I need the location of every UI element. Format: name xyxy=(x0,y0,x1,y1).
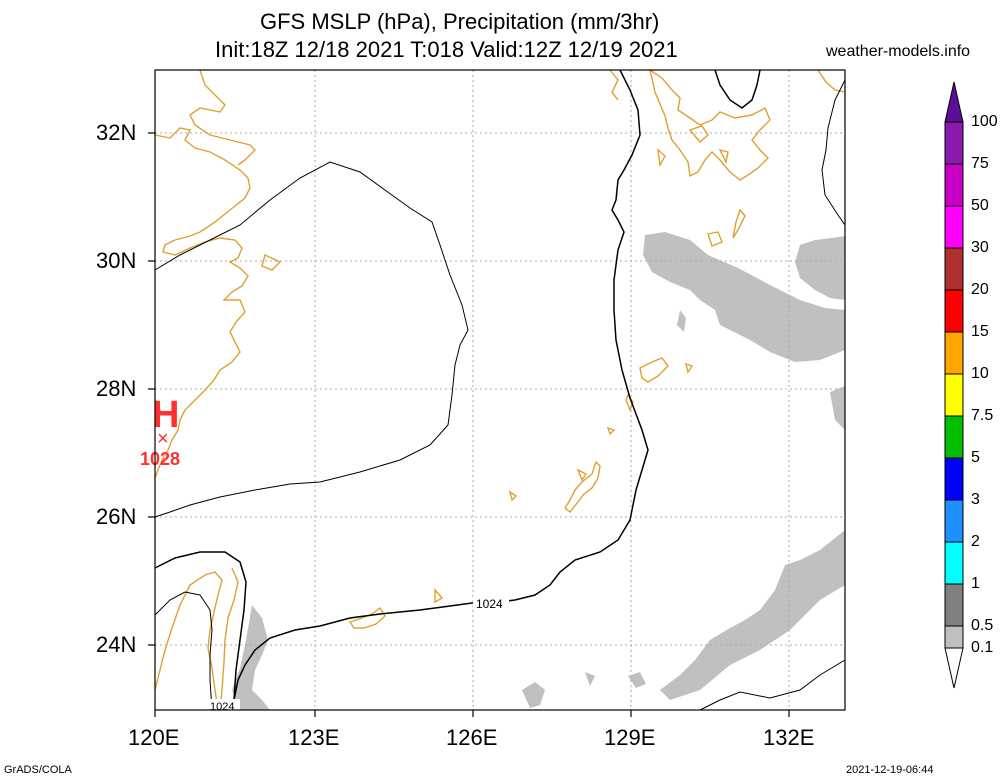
lat-label-26n: 26N xyxy=(96,504,137,529)
lat-label-30n: 30N xyxy=(96,248,137,273)
chart-title-line2: Init:18Z 12/18 2021 T:018 Valid:12Z 12/1… xyxy=(215,37,678,62)
colorbar-label-50: 50 xyxy=(971,197,989,214)
colorbar-swatch-15 xyxy=(944,289,964,333)
lat-label-28n: 28N xyxy=(96,376,137,401)
lon-label-126e: 126E xyxy=(446,725,498,750)
isobar-label-1024-main: 1024 xyxy=(476,597,503,611)
isobar-label-1024-lower: 1024 xyxy=(210,701,234,713)
high-center-cross-icon: × xyxy=(157,428,169,450)
chart-title-line1: GFS MSLP (hPa), Precipitation (mm/3hr) xyxy=(260,9,660,34)
colorbar-swatch-1 xyxy=(944,541,964,585)
colorbar-label-5: 5 xyxy=(971,449,980,466)
isobars xyxy=(154,69,846,711)
colorbar-label-0-5: 0.5 xyxy=(971,617,994,634)
colorbar-label-2: 2 xyxy=(971,533,980,550)
site-watermark: weather-models.info xyxy=(826,43,971,60)
lat-label-24n: 24N xyxy=(96,632,137,657)
high-pressure-symbol: H xyxy=(152,394,179,436)
colorbar-label-100: 100 xyxy=(971,113,998,130)
colorbar-label-3: 3 xyxy=(971,491,980,508)
lon-label-132e: 132E xyxy=(763,725,815,750)
lon-label-129e: 129E xyxy=(604,725,656,750)
colorbar-top-arrow xyxy=(944,81,964,123)
colorbar-swatch-50 xyxy=(944,163,964,207)
colorbar-swatch-20 xyxy=(944,247,964,291)
colorbar-swatch-0-1 xyxy=(944,625,964,649)
colorbar-label-10: 10 xyxy=(971,365,989,382)
graticule xyxy=(155,70,845,710)
colorbar-label-7-5: 7.5 xyxy=(971,407,994,424)
lon-label-120e: 120E xyxy=(128,725,180,750)
colorbar-bottom-arrow xyxy=(944,647,964,689)
colorbar-swatch-75 xyxy=(944,121,964,165)
colorbar-swatch-5 xyxy=(944,415,964,459)
colorbar-label-30: 30 xyxy=(971,239,989,256)
axis-ticks xyxy=(148,132,790,717)
colorbar-label-75: 75 xyxy=(971,155,989,172)
colorbar-label-15: 15 xyxy=(971,323,989,340)
high-pressure-value: 1028 xyxy=(140,449,180,469)
colorbar-swatch-30 xyxy=(944,205,964,249)
colorbar-swatch-2 xyxy=(944,499,964,543)
precip-areas xyxy=(232,232,845,710)
colorbar-swatch-7-5 xyxy=(944,373,964,417)
map-frame xyxy=(154,69,846,711)
colorbar-swatch-0-5 xyxy=(944,583,964,627)
colorbar-label-20: 20 xyxy=(971,281,989,298)
colorbar-label-0-1: 0.1 xyxy=(971,639,994,656)
lon-label-123e: 123E xyxy=(288,725,340,750)
colorbar-swatch-10 xyxy=(944,331,964,375)
colorbar xyxy=(944,81,964,689)
colorbar-swatch-3 xyxy=(944,457,964,501)
colorbar-label-1: 1 xyxy=(971,575,980,592)
footer-software: GrADS/COLA xyxy=(4,764,72,776)
footer-timestamp: 2021-12-19-06:44 xyxy=(846,764,934,776)
lat-label-32n: 32N xyxy=(96,120,137,145)
